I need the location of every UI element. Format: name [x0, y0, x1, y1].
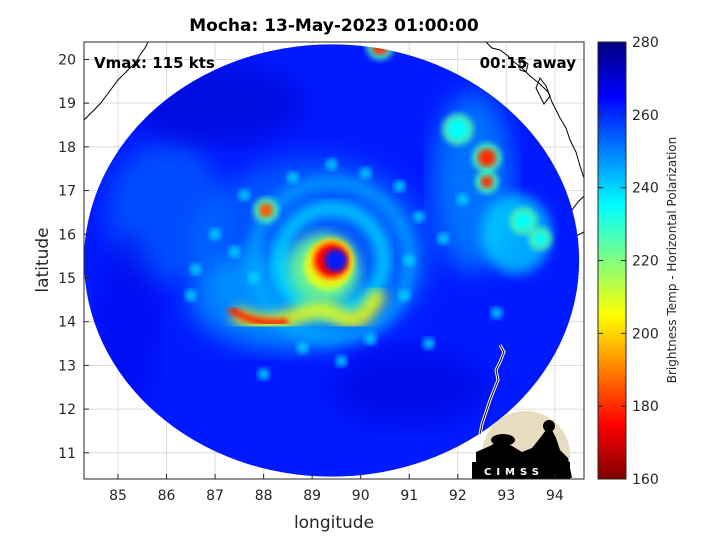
islands-outline [479, 344, 505, 435]
cloud-speckle [359, 167, 372, 180]
cloud-speckle [412, 210, 425, 223]
cloud-speckle [238, 188, 251, 201]
logo-text: CIMSS [484, 467, 544, 478]
chart-title: Mocha: 13-May-2023 01:00:00 [189, 16, 479, 36]
x-tick-label: 86 [158, 488, 176, 504]
convective-cell [447, 119, 468, 140]
logo-tower-top [543, 420, 555, 432]
cloud-speckle [257, 368, 270, 381]
y-axis-label: latitude [33, 227, 53, 292]
cloud-speckle [490, 306, 503, 319]
y-tick-label: 20 [58, 52, 76, 68]
cimss-logo: CIMSS [472, 411, 572, 479]
x-tick-label: 94 [546, 488, 564, 504]
cloud-speckle [184, 289, 197, 302]
logo-tower [546, 424, 552, 446]
cloud-speckle [403, 254, 416, 267]
colorbar-ticks: 160 180 200 220 240 260 280 [598, 35, 659, 488]
y-tick-label: 11 [58, 446, 76, 462]
vmax-annotation: Vmax: 115 kts [94, 54, 215, 72]
y-tick-label: 19 [58, 96, 76, 112]
logo-dish [491, 434, 515, 446]
x-tick-label: 89 [303, 488, 321, 504]
colorbar: 160 180 200 220 240 260 280 Brightness Temp - … [597, 35, 679, 488]
colorbar-label: Brightness Temp - Horizontal Polarizatio… [665, 137, 679, 384]
cloud-speckle [247, 271, 260, 284]
coastline-inlet-2 [519, 57, 529, 73]
cloud-speckle [335, 355, 348, 368]
colorbar-tick-label: 280 [632, 35, 659, 51]
spiral-band-core [227, 305, 289, 326]
x-axis-label: longitude [294, 513, 374, 533]
convective-cell [477, 148, 496, 167]
swath [84, 44, 580, 477]
cloud-speckle [228, 245, 241, 258]
eye [324, 249, 347, 272]
cloud-speckle [398, 289, 411, 302]
cloud-speckle [325, 158, 338, 171]
colorbar-tick-label: 220 [632, 254, 659, 270]
cloud-speckle [209, 228, 222, 241]
cloud-region [329, 347, 490, 428]
y-tick-label: 16 [58, 227, 76, 243]
cloud-speckle [456, 193, 469, 206]
axes-frame [83, 41, 585, 480]
cloud-speckle [189, 263, 202, 276]
x-axis: 85 86 87 88 89 90 91 92 93 94 [109, 474, 564, 504]
colorbar-tick-label: 200 [632, 326, 659, 342]
island-chain-outline [479, 344, 505, 435]
y-axis: 11 12 13 14 15 16 17 18 19 20 [58, 52, 89, 462]
colorbar-tick-label: 240 [632, 181, 659, 197]
cloud-speckle [393, 180, 406, 193]
convective-cell [515, 213, 532, 230]
cloud-speckle [422, 337, 435, 350]
y-tick-label: 15 [58, 271, 76, 287]
colorbar-tick-label: 260 [632, 108, 659, 124]
swath-features [97, 44, 553, 428]
coastline [84, 42, 584, 241]
cloud-speckle [286, 171, 299, 184]
convective-cell [259, 203, 274, 218]
colorbar-tick-label: 180 [632, 399, 659, 415]
logo-banner [472, 462, 570, 479]
coastline-west [84, 42, 149, 121]
time-away-annotation: 00:15 away [480, 54, 577, 72]
cloud-speckle [364, 333, 377, 346]
x-tick-label: 90 [352, 488, 370, 504]
convective-cell [534, 232, 547, 245]
y-tick-label: 12 [58, 402, 76, 418]
cloud-speckle [296, 341, 309, 354]
x-tick-label: 91 [400, 488, 418, 504]
coastline-inlet [535, 76, 551, 105]
x-tick-label: 88 [255, 488, 273, 504]
convective-cell [480, 175, 493, 188]
cloud-speckle [437, 232, 450, 245]
x-tick-label: 92 [449, 488, 467, 504]
y-tick-label: 13 [58, 358, 76, 374]
y-tick-label: 14 [58, 315, 76, 331]
x-tick-label: 93 [497, 488, 515, 504]
y-tick-label: 17 [58, 184, 76, 200]
x-tick-label: 87 [206, 488, 224, 504]
y-tick-label: 18 [58, 140, 76, 156]
colorbar-tick-label: 160 [632, 472, 659, 488]
x-tick-label: 85 [109, 488, 127, 504]
